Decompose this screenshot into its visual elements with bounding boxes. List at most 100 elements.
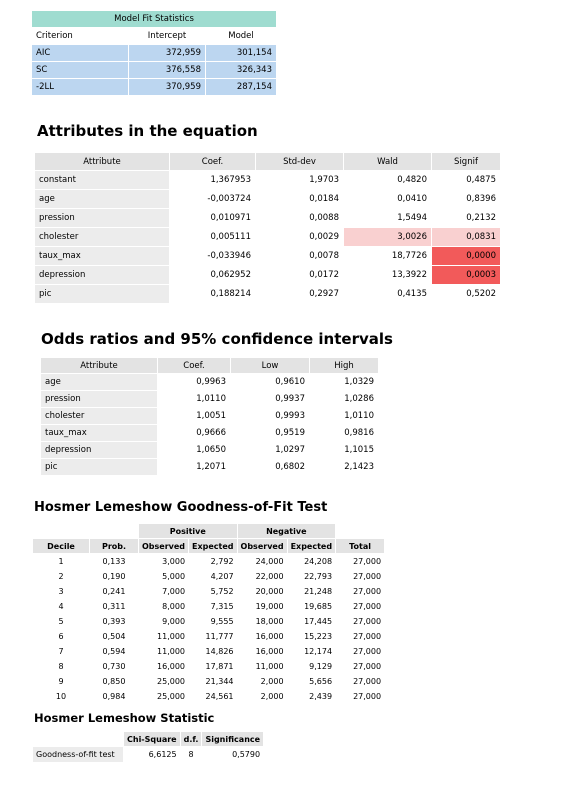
col-header: Expected — [189, 539, 237, 553]
cell: 0,984 — [102, 691, 126, 701]
cell: 17,445 — [304, 616, 333, 626]
col-header: Observed — [237, 539, 287, 553]
cell: 1,0110 — [196, 394, 226, 404]
cell: -0,003724 — [170, 190, 255, 208]
table-row: constant 1,367953 1,9703 0,4820 0,4875 — [35, 171, 500, 189]
table-row: 6 0,504 11,000 11,777 16,000 15,223 27,0… — [33, 629, 384, 643]
cell: 27,000 — [353, 556, 382, 566]
cell: 21,344 — [205, 676, 234, 686]
cell: 1,367953 — [170, 171, 255, 189]
cell: 0,0831 — [432, 228, 500, 246]
cell: 15,223 — [304, 631, 333, 641]
cell: 22,000 — [255, 571, 284, 581]
header-blank — [33, 524, 138, 538]
cell: 0,594 — [102, 646, 126, 656]
row-label: age — [41, 374, 157, 390]
row-label: SC — [32, 62, 128, 78]
table-row: -2LL 370,959 287,154 — [32, 79, 276, 95]
cell: 27,000 — [353, 586, 382, 596]
cell: 9,555 — [210, 616, 234, 626]
cell: 19,000 — [255, 601, 284, 611]
cell: 8 — [188, 750, 194, 759]
cell: 0,241 — [102, 586, 126, 596]
table-row: taux_max -0,033946 0,0078 18,7726 0,0000 — [35, 247, 500, 265]
cell: 1,0650 — [196, 445, 226, 455]
row-label: pression — [35, 209, 169, 227]
col-header: Low — [231, 358, 309, 373]
col-header: Prob. — [90, 539, 138, 553]
row-label: -2LL — [32, 79, 128, 95]
cell: 0,9610 — [275, 377, 305, 387]
table-row: SC 376,558 326,343 — [32, 62, 276, 78]
col-header: Criterion — [32, 28, 128, 44]
cell: 1,1015 — [344, 445, 374, 455]
odds-table: Attribute Coef. Low High age 0,9963 0,96… — [40, 357, 379, 476]
table-row: Goodness-of-fit test 6,6125 8 0,5790 — [33, 747, 263, 762]
cell: 0,9963 — [196, 377, 226, 387]
cell: 0,133 — [102, 556, 126, 566]
cell: 22,793 — [304, 571, 333, 581]
row-label: pic — [41, 459, 157, 475]
cell: 27,000 — [353, 676, 382, 686]
cell: 0,9993 — [275, 411, 305, 421]
row-label: taux_max — [41, 425, 157, 441]
col-header: Signif — [432, 153, 500, 170]
table-row: pression 0,010971 0,0088 1,5494 0,2132 — [35, 209, 500, 227]
hosmer-stat-heading: Hosmer Lemeshow Statistic — [34, 711, 215, 725]
cell: 326,343 — [206, 62, 276, 78]
cell: 27,000 — [353, 661, 382, 671]
cell: 7,000 — [162, 586, 186, 596]
cell: 372,959 — [129, 45, 205, 61]
hosmer-table: Positive Negative Decile Prob. Observed … — [32, 523, 385, 704]
cell: 0,9519 — [275, 428, 305, 438]
cell: 0,393 — [102, 616, 126, 626]
cell: 18,000 — [255, 616, 284, 626]
cell: 0,0172 — [256, 266, 343, 284]
table-row: pic 0,188214 0,2927 0,4135 0,5202 — [35, 285, 500, 303]
col-header: Model — [206, 28, 276, 44]
cell: 2 — [58, 571, 64, 581]
cell: 27,000 — [353, 631, 382, 641]
cell: 0,0184 — [256, 190, 343, 208]
cell: 2,000 — [260, 676, 284, 686]
cell: 3,000 — [162, 556, 186, 566]
cell: 1,0051 — [196, 411, 226, 421]
table-row: 1 0,133 3,000 2,792 24,000 24,208 27,000 — [33, 554, 384, 568]
model-fit-table: Model Fit Statistics Criterion Intercept… — [31, 10, 277, 96]
cell: 2,792 — [210, 556, 234, 566]
cell: 0,010971 — [170, 209, 255, 227]
row-label: depression — [41, 442, 157, 458]
cell: 5,000 — [162, 571, 186, 581]
col-header: Chi-Square — [124, 732, 180, 746]
table-row: AIC 372,959 301,154 — [32, 45, 276, 61]
cell: 0,188214 — [170, 285, 255, 303]
col-header: d.f. — [180, 732, 202, 746]
cell: 19,685 — [304, 601, 333, 611]
cell: 2,000 — [260, 691, 284, 701]
row-label: taux_max — [35, 247, 169, 265]
cell: 18,7726 — [344, 247, 431, 265]
table-row: age -0,003724 0,0184 0,0410 0,8396 — [35, 190, 500, 208]
table-row: 7 0,594 11,000 14,826 16,000 12,174 27,0… — [33, 644, 384, 658]
cell: 0,311 — [102, 601, 126, 611]
cell: 1,0297 — [275, 445, 305, 455]
cell: 9,129 — [309, 661, 333, 671]
col-header: High — [310, 358, 378, 373]
cell: 20,000 — [255, 586, 284, 596]
cell: 5,656 — [309, 676, 333, 686]
table-row: pic 1,2071 0,6802 2,1423 — [41, 459, 378, 475]
cell: 0,8396 — [432, 190, 500, 208]
col-header: Total — [336, 539, 385, 553]
cell: 3,0026 — [344, 228, 431, 246]
cell: 0,2927 — [256, 285, 343, 303]
cell: 0,0029 — [256, 228, 343, 246]
table-row: pression 1,0110 0,9937 1,0286 — [41, 391, 378, 407]
table-row: 9 0,850 25,000 21,344 2,000 5,656 27,000 — [33, 674, 384, 688]
col-header: Observed — [139, 539, 189, 553]
model-fit-title: Model Fit Statistics — [32, 11, 276, 27]
cell: 11,000 — [255, 661, 284, 671]
cell: 0,5790 — [232, 750, 261, 759]
cell: 1 — [58, 556, 64, 566]
col-header: Coef. — [170, 153, 255, 170]
table-row: depression 1,0650 1,0297 1,1015 — [41, 442, 378, 458]
